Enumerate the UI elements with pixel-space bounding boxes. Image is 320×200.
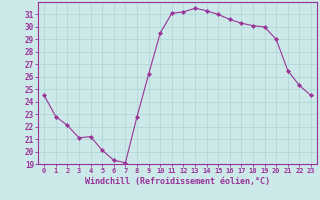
- X-axis label: Windchill (Refroidissement éolien,°C): Windchill (Refroidissement éolien,°C): [85, 177, 270, 186]
